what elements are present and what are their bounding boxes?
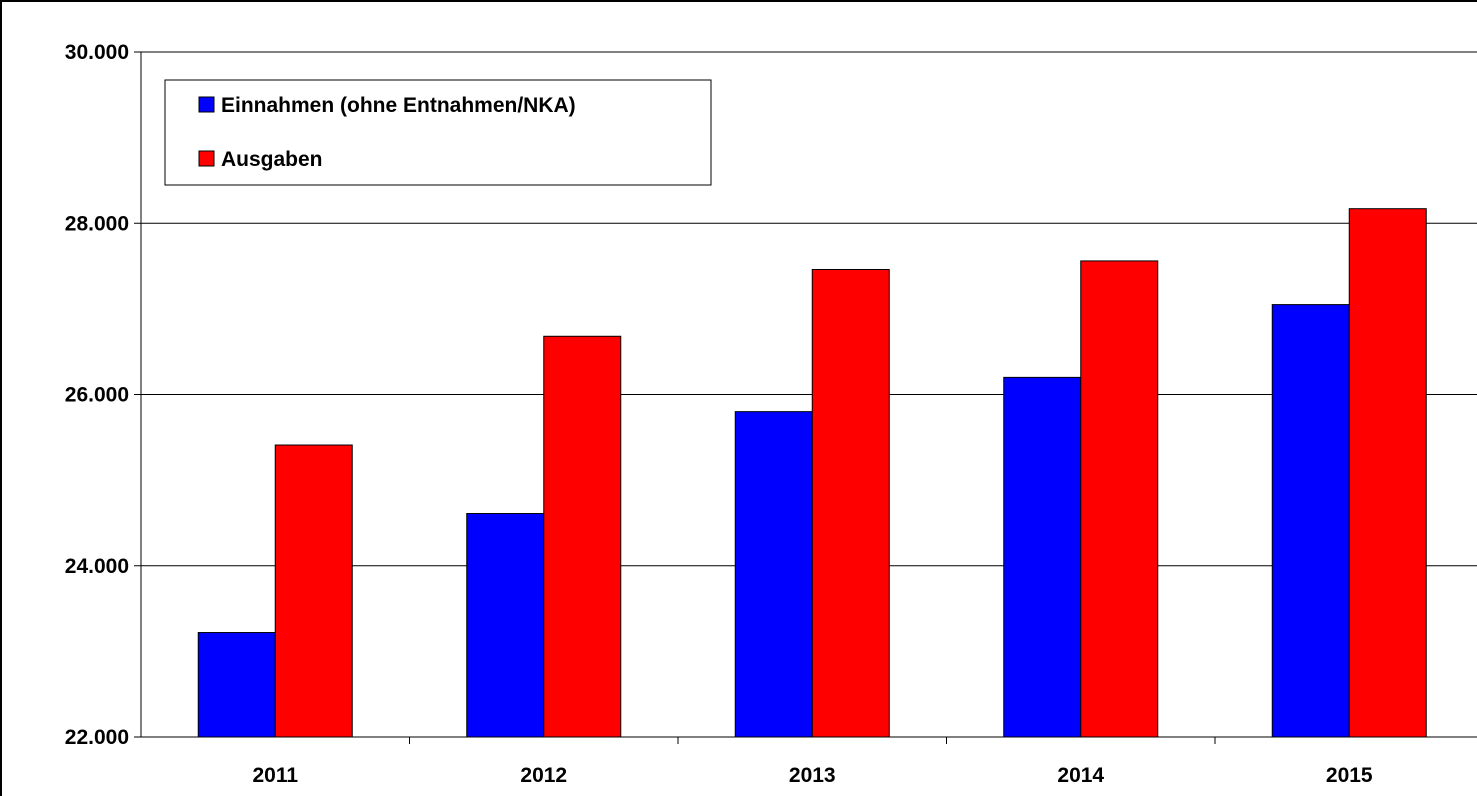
bar-einnahmen-2011	[197, 632, 276, 738]
legend-label-ausgaben: Ausgaben	[221, 148, 323, 171]
legend: Einnahmen (ohne Entnahmen/NKA) Ausgaben	[164, 79, 712, 186]
y-tick-label: 24.000	[65, 555, 129, 578]
bar-einnahmen-2013	[734, 411, 813, 738]
legend-swatch-einnahmen	[198, 96, 215, 113]
bar-einnahmen-2015	[1271, 304, 1350, 738]
bar-einnahmen-2014	[1003, 376, 1082, 738]
x-tick-label: 2012	[520, 764, 567, 787]
bar-ausgaben-2015	[1348, 208, 1427, 738]
axes: 22.000 24.000 26.000 28.000 30.000 2011 2012 20…	[65, 41, 1477, 787]
y-tick-label: 26.000	[65, 384, 129, 407]
bar-ausgaben-2012	[543, 335, 622, 738]
bars	[197, 208, 1427, 738]
bar-ausgaben-2014	[1080, 260, 1159, 738]
legend-label-einnahmen: Einnahmen (ohne Entnahmen/NKA)	[221, 94, 576, 117]
bar-ausgaben-2013	[811, 268, 890, 738]
x-tick-label: 2015	[1326, 764, 1373, 787]
x-tick-label: 2011	[252, 764, 298, 787]
legend-box	[164, 79, 712, 186]
y-tick-label: 28.000	[65, 212, 129, 235]
bar-ausgaben-2011	[274, 444, 353, 738]
bar-einnahmen-2012	[466, 513, 545, 738]
legend-swatch-ausgaben	[198, 150, 215, 167]
x-tick-label: 2014	[1057, 764, 1104, 787]
y-tick-label: 30.000	[65, 41, 129, 64]
x-tick-label: 2013	[789, 764, 836, 787]
y-tick-label: 22.000	[65, 726, 129, 749]
